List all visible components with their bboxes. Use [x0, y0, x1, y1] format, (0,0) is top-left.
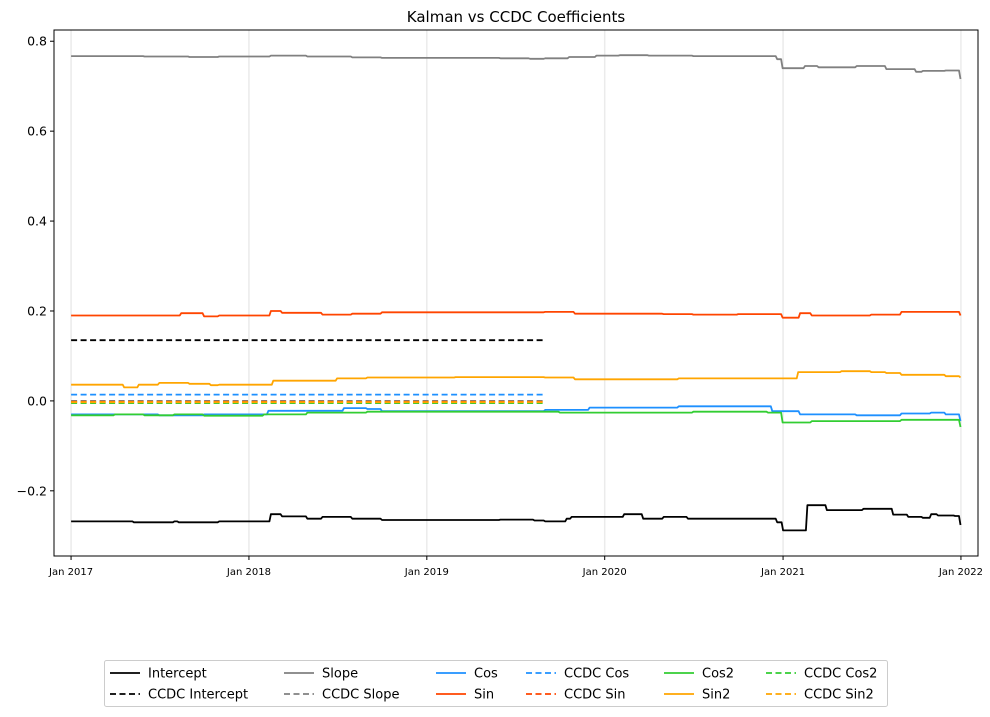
legend-label-ccdc-cos2: CCDC Cos2 [804, 667, 877, 682]
legend-label-intercept: Intercept [148, 667, 207, 682]
x-tick-label: Jan 2018 [226, 567, 271, 578]
legend-frame [104, 660, 888, 707]
x-tick-label: Jan 2017 [48, 567, 93, 578]
legend-label-ccdc-slope: CCDC Slope [322, 688, 399, 703]
legend-label-cos2: Cos2 [702, 667, 734, 682]
series-line-slope [71, 54, 962, 80]
y-tick-label: 0.8 [27, 34, 47, 49]
legend-label-slope: Slope [322, 667, 358, 682]
series-layer [71, 54, 962, 532]
series-line-cos2 [71, 410, 962, 428]
y-tick-label: 0.2 [27, 303, 47, 318]
legend-label-sin2: Sin2 [702, 688, 730, 703]
y-tick-label: −0.2 [17, 483, 47, 498]
x-tick-label: Jan 2019 [404, 567, 449, 578]
series-line-intercept [71, 504, 962, 532]
axis-layer: Jan 2017 Jan 2018 Jan 2019 Jan 2020 Jan 2021… [17, 34, 983, 578]
plot-frame [53, 29, 979, 557]
chart-title: Kalman vs CCDC Coefficients [407, 8, 626, 26]
y-tick-label: 0.6 [27, 124, 47, 139]
x-tick-label: Jan 2021 [760, 567, 805, 578]
y-tick-label: 0.4 [27, 214, 47, 229]
legend-label-ccdc-cos: CCDC Cos [564, 667, 629, 682]
x-tick-label: Jan 2020 [582, 567, 627, 578]
grid-layer [70, 30, 962, 556]
legend-label-ccdc-sin2: CCDC Sin2 [804, 688, 874, 703]
x-tick-label: Jan 2022 [938, 567, 983, 578]
legend-label-cos: Cos [474, 667, 498, 682]
legend-label-sin: Sin [474, 688, 494, 703]
series-line-sin [71, 310, 962, 319]
series-line-sin2 [71, 370, 962, 389]
legend-label-ccdc-intercept: CCDC Intercept [148, 688, 248, 703]
legend-label-ccdc-sin: CCDC Sin [564, 688, 625, 703]
legend: Intercept CCDC Intercept Slope CCDC Slope Co… [104, 660, 888, 707]
y-tick-label: 0.0 [27, 393, 47, 408]
